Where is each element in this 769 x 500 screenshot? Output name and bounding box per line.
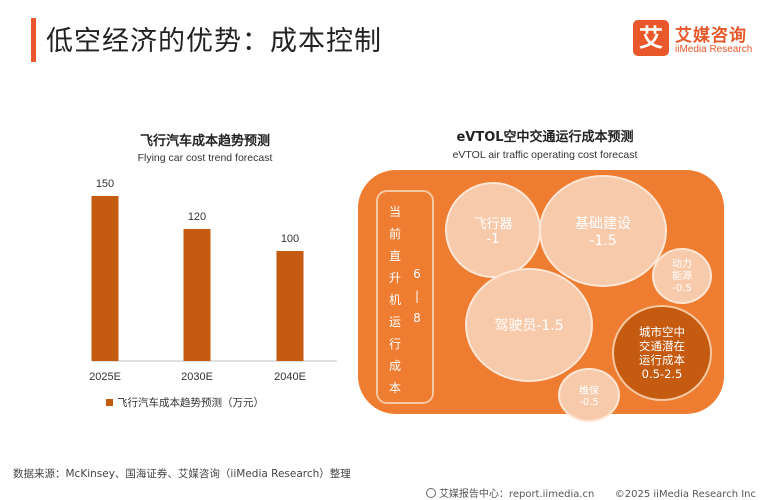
- bubble-label: 基础建设: [575, 216, 631, 232]
- bubble-label: 城市空中交通潜在运行成本: [639, 325, 685, 367]
- current-cost-value: |: [414, 289, 420, 303]
- bubble-value: 0.5-2.5: [641, 367, 683, 381]
- current-cost-char: 当: [388, 205, 401, 219]
- globe-icon: [425, 488, 436, 498]
- bubble-label: 维保: [579, 386, 599, 397]
- footer-report-center: 艾媒报告中心：report.iimedia.cn: [438, 489, 595, 500]
- page-title: 低空经济的优势：成本控制: [46, 26, 382, 57]
- title-accent-bar: [31, 18, 36, 62]
- bubble-label: 动力能源: [672, 258, 692, 282]
- bubble-aircraft: 飞行器 -1: [445, 182, 541, 278]
- bar-value-label: 120: [188, 211, 206, 223]
- brand-logo-icon: 艾: [633, 20, 669, 56]
- bubble-chart-title: eVTOL空中交通运行成本预测: [456, 130, 634, 145]
- bubble-chart-subtitle: eVTOL air traffic operating cost forecas…: [452, 149, 638, 161]
- bar-chart-subtitle: Flying car cost trend forecast: [137, 152, 273, 164]
- brand-subtitle: iiMedia Research: [675, 44, 753, 55]
- current-cost-char: 机: [388, 293, 401, 307]
- current-cost-char: 本: [388, 381, 401, 395]
- bubble-value: -1.5: [589, 233, 617, 249]
- bar-chart-title: 飞行汽车成本趋势预测: [139, 134, 270, 149]
- bar-2025E: [91, 196, 119, 361]
- current-cost-char: 运: [388, 315, 401, 329]
- current-cost-value: 8: [413, 311, 421, 325]
- x-tick-label: 2025E: [89, 371, 121, 383]
- x-tick-label: 2040E: [274, 371, 306, 383]
- brand-logo-group: 艾 艾媒咨询 iiMedia Research: [633, 20, 763, 60]
- current-cost-char: 行: [388, 337, 401, 351]
- bar-2030E: [183, 229, 211, 361]
- bubble-uam-potential-cost: 城市空中交通潜在运行成本 0.5-2.5: [612, 305, 712, 401]
- current-cost-char: 前: [388, 227, 401, 241]
- current-cost-box: [376, 190, 434, 404]
- footer-info: 艾媒报告中心：report.iimedia.cn ©2025 iiMedia R…: [425, 485, 756, 500]
- bubble-label: 飞行器: [473, 217, 513, 232]
- bubble-value: -1: [486, 232, 500, 247]
- bubble-value: -1.5: [536, 318, 564, 334]
- current-cost-char: 直: [388, 249, 401, 263]
- bar-value-label: 100: [281, 233, 299, 245]
- current-cost-char: 成: [388, 359, 401, 373]
- current-cost-value: 6: [413, 267, 421, 281]
- bubble-value: -0.5: [579, 397, 599, 408]
- legend-swatch: [106, 399, 113, 406]
- bubble-pilot: 驾驶员-1.5: [465, 268, 593, 382]
- legend-label: 飞行汽车成本趋势预测（万元）: [117, 397, 264, 409]
- bubble-value: -0.5: [672, 282, 692, 294]
- bubble-infrastructure: 基础建设 -1.5: [539, 175, 667, 287]
- bubble-maintenance: 维保 -0.5: [558, 368, 620, 422]
- source-note: 数据来源：McKinsey、国海证券、艾媒咨询（iiMedia Research…: [13, 468, 351, 480]
- bubble-energy: 动力能源 -0.5: [652, 248, 712, 304]
- bar-2040E: [276, 251, 304, 361]
- x-tick-label: 2030E: [181, 371, 213, 383]
- current-cost-char: 升: [388, 271, 401, 285]
- bar-value-label: 150: [96, 178, 114, 190]
- brand-name: 艾媒咨询: [675, 26, 747, 46]
- bar-chart-legend: 飞行汽车成本趋势预测（万元）: [106, 395, 264, 410]
- footer-copyright: ©2025 iiMedia Research Inc: [614, 489, 756, 500]
- bubble-label: 驾驶员: [494, 318, 537, 334]
